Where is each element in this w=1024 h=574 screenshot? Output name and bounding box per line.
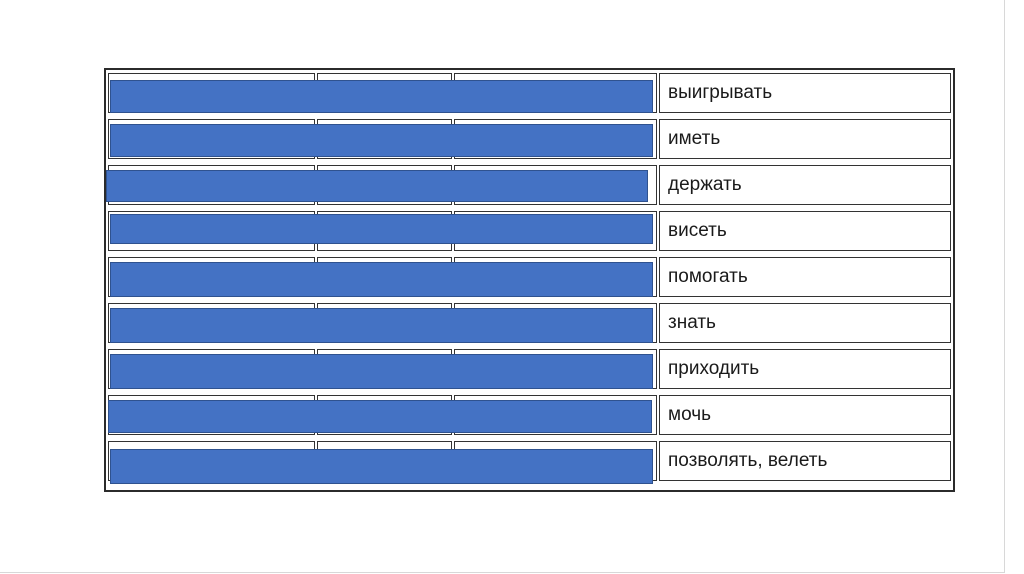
meaning-text: помогать	[668, 266, 748, 287]
meaning-cell: мочь	[659, 395, 951, 435]
table-row: висеть	[106, 208, 953, 254]
meaning-text: иметь	[668, 128, 721, 149]
redaction-bar	[106, 170, 648, 202]
redaction-bar	[110, 308, 653, 343]
table-row: помогать	[106, 254, 953, 300]
table-row: выигрывать	[106, 70, 953, 116]
meaning-text: мочь	[668, 404, 712, 425]
redaction-bar	[110, 354, 653, 389]
meaning-cell: держать	[659, 165, 951, 205]
slide-frame	[0, 0, 1005, 573]
meaning-text: знать	[668, 312, 716, 333]
redaction-bar	[108, 400, 652, 433]
meaning-cell: знать	[659, 303, 951, 343]
meaning-cell: выигрывать	[659, 73, 951, 113]
redaction-bar	[110, 124, 653, 157]
meaning-cell: висеть	[659, 211, 951, 251]
meaning-text: держать	[668, 174, 742, 195]
meaning-text: приходить	[668, 358, 760, 379]
meaning-cell: приходить	[659, 349, 951, 389]
meaning-cell: позволять, велеть	[659, 441, 951, 481]
meaning-cell: иметь	[659, 119, 951, 159]
verb-table: выигрывать иметь держать висеть помогать…	[104, 68, 955, 492]
redaction-bar	[110, 80, 653, 113]
table-row: мочь	[106, 392, 953, 438]
redaction-bar	[110, 214, 653, 244]
table-row: приходить	[106, 346, 953, 392]
table-row: позволять, велеть	[106, 438, 953, 484]
redaction-bar	[110, 449, 653, 484]
table-row: держать	[106, 162, 953, 208]
meaning-text: висеть	[668, 220, 727, 241]
redaction-bar	[110, 262, 653, 297]
meaning-text: выигрывать	[668, 82, 773, 103]
table-row: знать	[106, 300, 953, 346]
meaning-cell: помогать	[659, 257, 951, 297]
meaning-text: позволять, велеть	[668, 450, 828, 471]
table-row: иметь	[106, 116, 953, 162]
